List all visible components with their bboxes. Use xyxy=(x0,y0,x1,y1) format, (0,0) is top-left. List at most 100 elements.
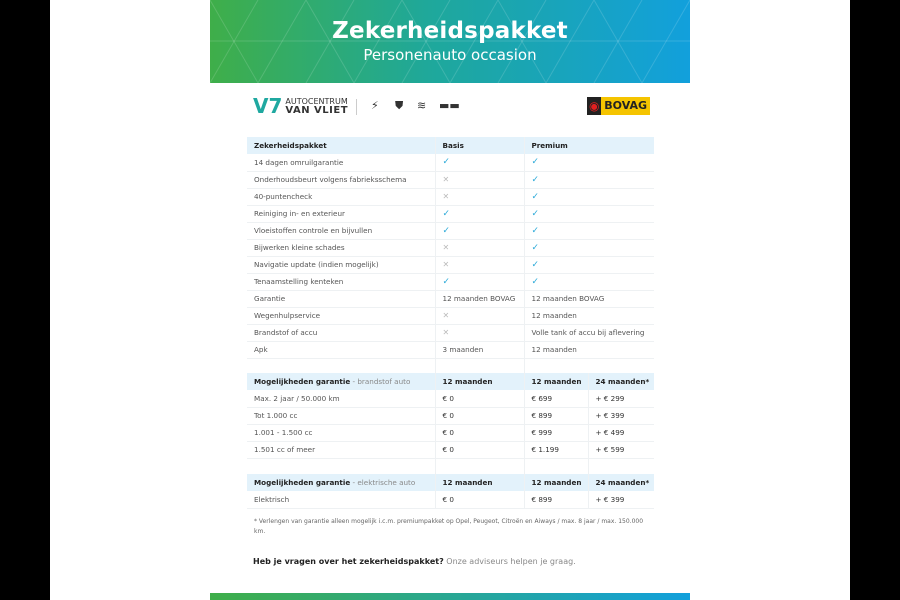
cross-icon: ✕ xyxy=(442,175,450,184)
table-cell: + € 299 xyxy=(588,390,654,408)
header-cell: 12 maanden xyxy=(435,474,525,491)
table-row: Onderhoudsbeurt volgens fabrieksschema ✕ ✓ xyxy=(247,171,654,189)
table-cell: 12 maanden BOVAG xyxy=(435,290,525,308)
table-cell: Garantie xyxy=(247,290,436,308)
table-cell: € 0 xyxy=(435,407,525,425)
cross-cell: ✕ xyxy=(435,239,525,257)
cross-cell: ✕ xyxy=(435,188,525,206)
check-cell: ✓ xyxy=(524,273,654,291)
table-row: Garantie 12 maanden BOVAG 12 maanden BOVAG xyxy=(247,290,654,308)
cross-cell: ✕ xyxy=(435,324,525,342)
table-cell: + € 399 xyxy=(588,491,654,509)
header-cell: Mogelijkheden garantie - brandstof auto xyxy=(247,373,436,390)
table-cell: € 0 xyxy=(435,424,525,442)
bovag-logo: ◉ BOVAG xyxy=(587,97,650,115)
vv-logo-icon: V7 xyxy=(253,94,283,118)
table-row: Wegenhulpservice ✕ 12 maanden xyxy=(247,307,654,325)
table-cell: 12 maanden xyxy=(524,341,654,359)
table-row: Tenaamstelling kenteken ✓ ✓ xyxy=(247,273,654,291)
header-cell: Basis xyxy=(435,137,525,154)
table-cell: Onderhoudsbeurt volgens fabrieksschema xyxy=(247,171,436,189)
table-cell: € 0 xyxy=(435,491,525,509)
check-icon: ✓ xyxy=(531,191,540,202)
opel-logo-icon: ⚡ xyxy=(371,99,379,112)
table-cell: Max. 2 jaar / 50.000 km xyxy=(247,390,436,408)
package-table: Zekerheidspakket Basis Premium 14 dagen … xyxy=(247,137,654,375)
table-cell: € 0 xyxy=(435,390,525,408)
table-header: Mogelijkheden garantie - brandstof auto … xyxy=(247,373,654,390)
table-row: Elektrisch € 0 € 899 + € 399 xyxy=(247,491,654,509)
cross-icon: ✕ xyxy=(442,243,450,252)
table-cell: € 699 xyxy=(524,390,589,408)
empty-cell xyxy=(247,358,436,375)
table-cell: 12 maanden BOVAG xyxy=(524,290,654,308)
header-subtitle: - brandstof auto xyxy=(350,377,411,386)
citroen-logo-icon: ≋ xyxy=(417,99,427,112)
logo-bar: V7 AUTOCENTRUM VAN VLIET ⚡ ⛊ ≋ ▬▬ ◉ BOVAG xyxy=(253,96,650,118)
cross-cell: ✕ xyxy=(435,256,525,274)
cross-cell: ✕ xyxy=(435,307,525,325)
banner: Zekerheidspakket Personenauto occasion xyxy=(210,0,690,83)
bottom-gradient-bar xyxy=(210,593,690,600)
table-cell: 12 maanden xyxy=(524,307,654,325)
check-cell: ✓ xyxy=(524,154,654,172)
check-icon: ✓ xyxy=(531,157,540,168)
check-cell: ✓ xyxy=(524,222,654,240)
cross-icon: ✕ xyxy=(442,260,450,269)
check-icon: ✓ xyxy=(531,225,540,236)
check-cell: ✓ xyxy=(435,205,525,223)
table-cell: Vloeistoffen controle en bijvullen xyxy=(247,222,436,240)
check-cell: ✓ xyxy=(524,188,654,206)
table-cell: Wegenhulpservice xyxy=(247,307,436,325)
table-cell: Bijwerken kleine schades xyxy=(247,239,436,257)
dealer-line1: AUTOCENTRUM xyxy=(285,97,348,106)
table-header: Mogelijkheden garantie - elektrische aut… xyxy=(247,474,654,491)
table-row: Vloeistoffen controle en bijvullen ✓ ✓ xyxy=(247,222,654,240)
cross-cell: ✕ xyxy=(435,171,525,189)
table-row: Brandstof of accu ✕ Volle tank of accu bij… xyxy=(247,324,654,342)
header-title: Mogelijkheden garantie xyxy=(254,478,351,487)
check-icon: ✓ xyxy=(531,259,540,270)
header-subtitle: - elektrische auto xyxy=(350,478,416,487)
table-cell: Reiniging in- en exterieur xyxy=(247,205,436,223)
fuel-warranty-table: Mogelijkheden garantie - brandstof auto … xyxy=(247,373,654,475)
table-cell: Elektrisch xyxy=(247,491,436,509)
table-row: 1.501 cc of meer € 0 € 1.199 + € 599 xyxy=(247,441,654,459)
check-icon: ✓ xyxy=(442,208,451,219)
divider xyxy=(356,99,357,115)
table-row: Max. 2 jaar / 50.000 km € 0 € 699 + € 299 xyxy=(247,390,654,408)
cross-icon: ✕ xyxy=(442,192,450,201)
table-cell: € 0 xyxy=(435,441,525,459)
table-row: 40-puntencheck ✕ ✓ xyxy=(247,188,654,206)
check-icon: ✓ xyxy=(442,157,451,168)
table-cell: 14 dagen omruilgarantie xyxy=(247,154,436,172)
table-cell: Volle tank of accu bij aflevering xyxy=(524,324,654,342)
table-cell: Apk xyxy=(247,341,436,359)
table-row: Tot 1.000 cc € 0 € 899 + € 399 xyxy=(247,407,654,425)
header-title: Mogelijkheden garantie xyxy=(254,377,351,386)
table-cell: € 999 xyxy=(524,424,589,442)
banner-subtitle: Personenauto occasion xyxy=(363,46,537,64)
cross-icon: ✕ xyxy=(442,328,450,337)
dealer-logo: V7 AUTOCENTRUM VAN VLIET xyxy=(253,96,348,116)
header-cell: Zekerheidspakket xyxy=(247,137,436,154)
question-text: Heb je vragen over het zekerheidspakket?… xyxy=(253,557,576,566)
table-cell: + € 399 xyxy=(588,407,654,425)
empty-cell xyxy=(247,458,436,475)
triangle-pattern xyxy=(210,0,690,83)
table-cell: + € 599 xyxy=(588,441,654,459)
empty-cell xyxy=(588,458,654,475)
table-cell: 3 maanden xyxy=(435,341,525,359)
dealer-line2: VAN VLIET xyxy=(285,105,349,116)
check-cell: ✓ xyxy=(524,171,654,189)
table-cell: € 1.199 xyxy=(524,441,589,459)
check-icon: ✓ xyxy=(442,225,451,236)
table-cell: € 899 xyxy=(524,491,589,509)
header-cell: 12 maanden xyxy=(524,373,589,390)
table-row: Bijwerken kleine schades ✕ ✓ xyxy=(247,239,654,257)
empty-cell xyxy=(524,458,589,475)
spacer-row xyxy=(247,358,654,375)
check-icon: ✓ xyxy=(531,276,540,287)
question-rest: Onze adviseurs helpen je graag. xyxy=(443,557,576,566)
check-cell: ✓ xyxy=(435,154,525,172)
